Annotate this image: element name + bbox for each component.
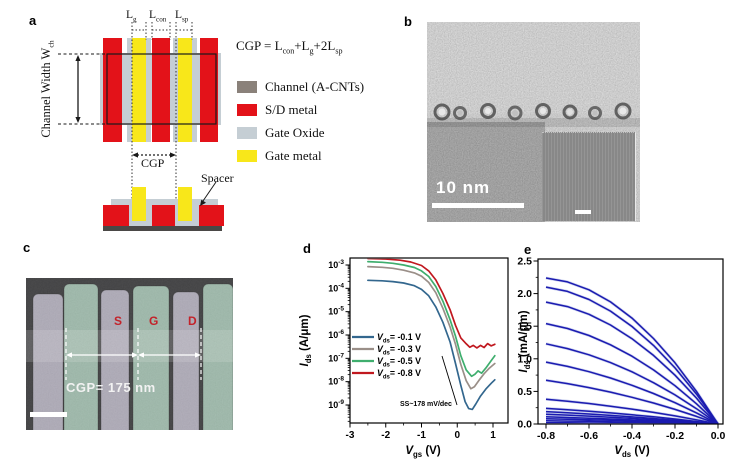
svg-text:-0.6: -0.6 (580, 430, 598, 442)
tem-scale-label: 10 nm (436, 178, 491, 197)
sd-contact-block (199, 205, 224, 226)
channel-layer (103, 226, 222, 231)
svg-text:-0.4: -0.4 (623, 430, 641, 442)
terminal-label-source: S (114, 314, 123, 328)
sem-scale-bar (30, 412, 67, 417)
legend-swatch-gate-oxide (237, 127, 257, 139)
svg-text:1: 1 (490, 430, 496, 441)
cgp-formula: CGP = Lcon+Lg+2Lsp (236, 38, 343, 56)
sd-metal-bar (200, 38, 218, 142)
svg-text:1.5: 1.5 (517, 321, 532, 333)
svg-text:10-8: 10-8 (328, 376, 344, 387)
sd-contact-block (103, 205, 129, 226)
legend-swatch-gate-metal (237, 150, 257, 162)
svg-text:-3: -3 (346, 430, 355, 441)
panel-c-label: c (23, 240, 31, 255)
svg-text:Vds= -0.8 V: Vds= -0.8 V (377, 368, 421, 381)
cgp-dim-label: CGP (141, 156, 165, 170)
svg-text:-0.8: -0.8 (537, 430, 555, 442)
transfer-curve-chart: 10-3 10-4 10-5 10-6 10-7 10-8 10-9 -3 -2 -1 0 1 Vds=… (299, 257, 509, 459)
dim-label-lsp: Lsp (175, 9, 189, 24)
legend-swatch-sd-metal (237, 104, 257, 116)
dim-label-lg: Lg (126, 9, 137, 24)
svg-text:0.0: 0.0 (711, 430, 726, 442)
panel-e-label: e (524, 242, 532, 257)
svg-text:0.0: 0.0 (517, 419, 532, 431)
legend-item-gate-metal: Gate metal (237, 148, 364, 163)
channel-width-label: Channel Width Wch (38, 40, 56, 138)
svg-text:2.0: 2.0 (517, 288, 532, 300)
svg-text:10-5: 10-5 (328, 306, 344, 317)
output-curve-chart: 0.0 0.5 1.0 1.5 2.0 2.5 -0.8 -0.6 -0.4 -0.2 0.0 Vds… (517, 256, 726, 460)
svg-text:Ids (mA/μm): Ids (mA/μm) (518, 310, 532, 372)
spacer-label: Spacer (201, 171, 234, 185)
svg-text:10-7: 10-7 (328, 352, 344, 363)
svg-text:Vds= -0.5 V: Vds= -0.5 V (377, 356, 421, 369)
terminal-label-gate: G (149, 314, 159, 328)
legend-item-channel: Channel (A-CNTs) (237, 79, 364, 94)
svg-text:Ids (A/μm): Ids (A/μm) (299, 314, 313, 366)
sem-image: S G D CGP= 175 nm (26, 278, 233, 430)
terminal-label-drain: D (188, 314, 197, 328)
svg-text:0.5: 0.5 (517, 386, 532, 398)
panel-d-label: d (303, 241, 311, 256)
nanotube-row (433, 102, 632, 121)
cgp-measure-overlay (65, 328, 202, 380)
dim-label-lcon: Lcon (149, 9, 167, 24)
tem-image: 10 nm (427, 22, 640, 222)
legend-item-gate-oxide: Gate Oxide (237, 125, 364, 140)
oxide-strip (127, 38, 132, 142)
gate-metal-bar (132, 38, 146, 142)
device-schematic (58, 22, 224, 231)
svg-text:Vds= -0.3 V: Vds= -0.3 V (377, 344, 421, 357)
sd-metal-bar (152, 38, 170, 142)
svg-text:Vds= -0.1 V: Vds= -0.1 V (377, 332, 421, 345)
gate-finger (132, 187, 146, 221)
svg-text:-0.2: -0.2 (666, 430, 684, 442)
channel-outline (106, 53, 217, 125)
sem-image-svg (26, 278, 233, 430)
svg-text:10-4: 10-4 (328, 282, 344, 293)
svg-text:10-3: 10-3 (328, 259, 344, 270)
panel-b-label: b (404, 14, 412, 29)
svg-text:1.0: 1.0 (517, 353, 532, 365)
gate-finger (178, 187, 192, 221)
svg-text:-1: -1 (417, 430, 426, 441)
svg-text:10-9: 10-9 (328, 399, 344, 410)
svg-text:-2: -2 (381, 430, 390, 441)
sd-contact-block (152, 205, 175, 226)
svg-text:10-6: 10-6 (328, 329, 344, 340)
tem-inset (542, 132, 636, 221)
sd-metal-bar (103, 38, 122, 142)
legend-swatch-channel (237, 81, 257, 93)
svg-text:Vds (V): Vds (V) (614, 445, 649, 459)
svg-text:2.5: 2.5 (517, 256, 532, 268)
oxide-strip (146, 38, 151, 142)
legend-item-sd-metal: S/D metal (237, 102, 364, 117)
svg-text:Vgs (V): Vgs (V) (405, 445, 440, 459)
panel-a-label: a (29, 13, 37, 28)
sem-cgp-label: CGP= 175 nm (66, 380, 156, 395)
oxide-strip (192, 38, 197, 142)
schematic-legend: Channel (A-CNTs) S/D metal Gate Oxide Ga… (237, 79, 364, 172)
spacer-pointer (202, 181, 217, 202)
tem-inset-scale-bar (575, 210, 591, 214)
gate-metal-bar (178, 38, 192, 142)
svg-text:SS~178 mV/dec: SS~178 mV/dec (400, 401, 452, 408)
tem-scale-bar (432, 203, 524, 208)
svg-text:0: 0 (454, 430, 460, 441)
